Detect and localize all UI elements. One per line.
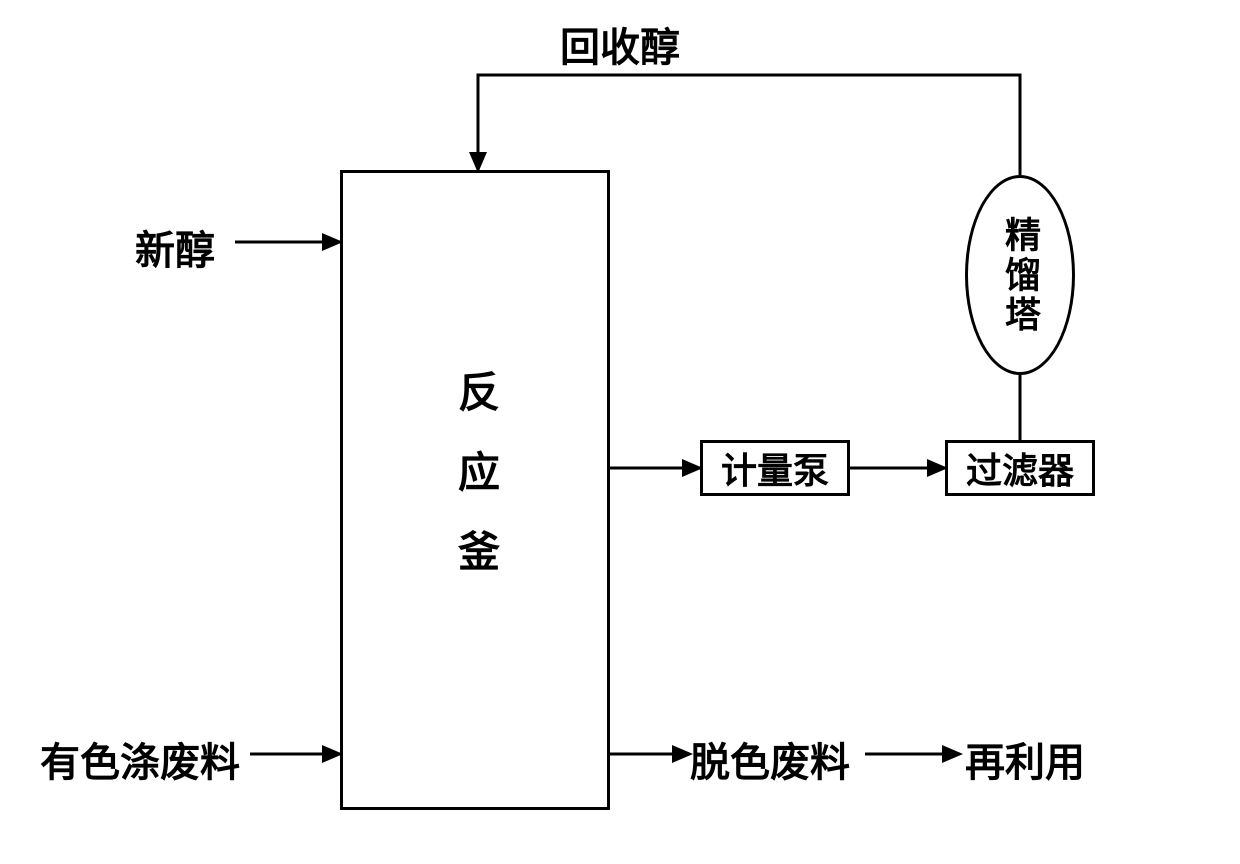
distill-label: 精馏塔 xyxy=(994,216,1046,335)
reuse-label: 再利用 xyxy=(965,730,1085,788)
distill-node: 精馏塔 xyxy=(965,175,1075,375)
fresh-alcohol-label: 新醇 xyxy=(135,218,215,276)
reactor-node: 反应釜 xyxy=(340,170,610,810)
filter-label: 过滤器 xyxy=(966,442,1074,494)
pump-label: 计量泵 xyxy=(721,442,829,494)
filter-node: 过滤器 xyxy=(945,440,1095,496)
decolored-waste-label: 脱色废料 xyxy=(690,730,850,788)
recycled-alcohol-label: 回收醇 xyxy=(560,15,680,73)
pump-node: 计量泵 xyxy=(700,440,850,496)
reactor-label: 反应釜 xyxy=(445,370,506,609)
colored-waste-label: 有色涤废料 xyxy=(40,730,240,788)
